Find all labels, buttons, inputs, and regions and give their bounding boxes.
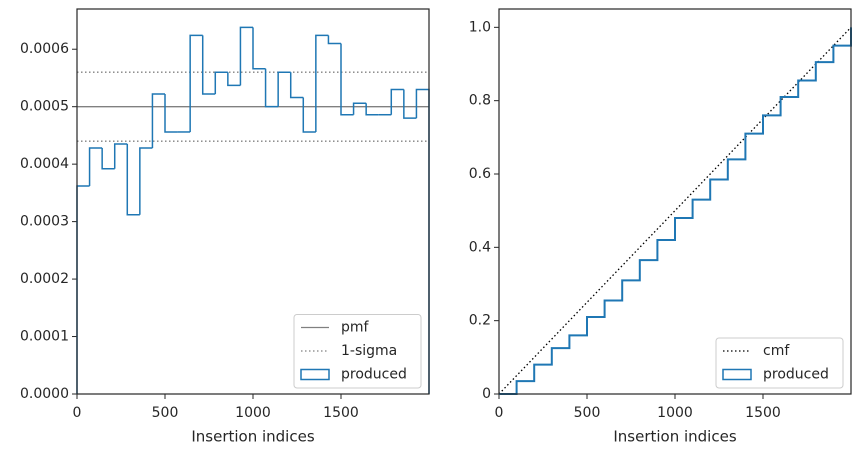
- hist-step: [214, 71, 228, 95]
- hist-step: [189, 34, 203, 132]
- hist-step: [264, 68, 279, 108]
- legend-label: pmf: [341, 320, 370, 336]
- y-tick-label: 0.0004: [20, 156, 69, 172]
- x-tick-label: 500: [152, 405, 179, 421]
- hist-step: [126, 144, 140, 216]
- hist-step: [315, 34, 329, 132]
- y-tick-label: 0.0000: [20, 386, 69, 402]
- line-series: [499, 27, 852, 395]
- hist-step: [239, 26, 253, 86]
- x-tick-label: 1500: [745, 405, 781, 421]
- hist-step: [201, 35, 216, 95]
- y-tick-label: 0.6: [469, 166, 491, 182]
- hist-step: [88, 147, 103, 186]
- hist-step: [252, 27, 266, 70]
- hist-step: [390, 88, 404, 115]
- hist-step: [76, 185, 90, 394]
- y-tick-label: 0.4: [469, 239, 491, 255]
- axes-frame: [498, 8, 852, 395]
- y-tick-label: 0.0001: [20, 329, 69, 345]
- x-tick-label: 0: [495, 405, 504, 421]
- x-tick-label: 500: [574, 405, 601, 421]
- hist-step: [302, 97, 316, 133]
- hist-step: [164, 94, 178, 133]
- hist-step: [352, 102, 367, 115]
- x-tick-label: 1000: [657, 405, 693, 421]
- axes-frame: [76, 8, 430, 395]
- x-tick-label: 0: [73, 405, 82, 421]
- hist-step: [227, 72, 241, 87]
- hist-step: [151, 93, 165, 149]
- line-series: [498, 26, 852, 395]
- y-tick-label: 0.8: [469, 93, 491, 109]
- x-tick-label: 1000: [235, 405, 271, 421]
- x-axis-label: Insertion indices: [191, 428, 314, 446]
- hist-step: [277, 71, 291, 107]
- x-axis-label: Insertion indices: [613, 428, 736, 446]
- hist-step: [403, 89, 417, 119]
- y-tick-label: 1.0: [469, 19, 491, 35]
- hist-step: [139, 147, 153, 215]
- legend-label: 1-sigma: [341, 343, 397, 359]
- hist-step: [113, 143, 128, 169]
- y-tick-label: 0.2: [469, 313, 491, 329]
- x-tick-label: 1500: [323, 405, 359, 421]
- legend-swatch: [722, 368, 752, 381]
- hist-step: [289, 72, 304, 99]
- legend-label: produced: [341, 367, 407, 383]
- y-tick-label: 0.0003: [20, 214, 69, 230]
- y-tick-label: 0.0006: [20, 41, 69, 57]
- legend-swatch: [300, 368, 330, 381]
- y-tick-label: 0.0002: [20, 271, 69, 287]
- legend-label: produced: [763, 367, 829, 383]
- hist-step: [101, 148, 115, 170]
- y-tick-label: 0.0005: [20, 99, 69, 115]
- hist-step: [365, 103, 379, 116]
- hist-step: [340, 43, 354, 116]
- y-tick-label: 0: [482, 386, 491, 402]
- hist-step: [327, 35, 341, 45]
- legend-label: cmf: [763, 343, 790, 359]
